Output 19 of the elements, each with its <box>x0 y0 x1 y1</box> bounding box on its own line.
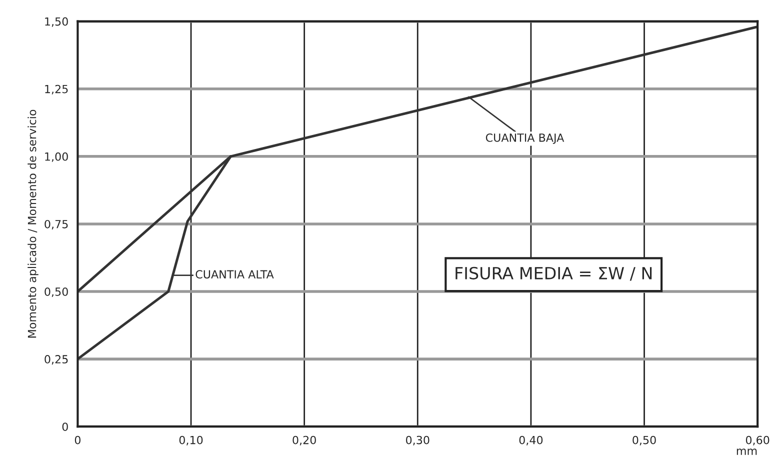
y-tick-label: 0,75 <box>44 220 68 230</box>
y-tick-label: 0 <box>62 422 68 431</box>
y-tick-label: 1,00 <box>45 152 68 162</box>
x-tick-label: 0,20 <box>292 436 316 446</box>
annotation: FISURA MEDIA = ΣW / N <box>456 266 652 281</box>
x-tick-label: 0,60 <box>746 436 770 446</box>
annotation: CUANTIA ALTA <box>196 270 274 279</box>
x-tick-label: 0 <box>74 436 80 444</box>
y-tick-label: 0,25 <box>44 355 68 365</box>
x-tick-label: 0,40 <box>519 436 543 446</box>
x-tick-label: 0,10 <box>179 436 203 446</box>
y-tick-label: 0,50 <box>44 287 68 298</box>
x-tick-label: 0,50 <box>632 436 656 446</box>
y-tick-label: 1,50 <box>45 17 68 27</box>
y-tick-label: 1,25 <box>45 84 68 94</box>
x-axis-title: mm <box>736 448 757 455</box>
y-axis-title: Momento aplicado / Momento de servicio <box>28 110 38 338</box>
x-tick-label: 0,30 <box>406 436 430 446</box>
annotation: CUANTIA BAJA <box>486 133 564 144</box>
